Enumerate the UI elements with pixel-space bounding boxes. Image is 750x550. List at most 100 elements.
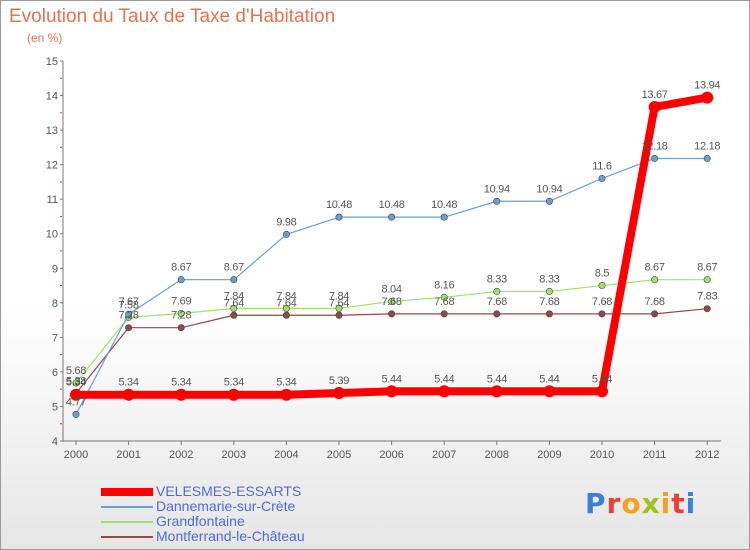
data-label: 5.44 (539, 373, 559, 385)
data-point (651, 276, 659, 284)
data-label: 11.6 (592, 160, 612, 172)
data-point (438, 385, 451, 398)
x-tick-label: 2009 (537, 449, 561, 461)
data-label: 7.69 (171, 296, 191, 308)
data-point (440, 310, 448, 318)
data-label: 7.84 (276, 290, 296, 302)
y-tick-label: 8 (52, 298, 58, 310)
data-point (598, 174, 606, 182)
data-label: 12.18 (694, 140, 720, 152)
x-tick-label: 2012 (695, 449, 719, 461)
data-point (490, 385, 503, 398)
data-point (651, 154, 659, 162)
legend-label: Montferrand-le-Château (156, 528, 305, 544)
data-label: 7.83 (697, 291, 717, 303)
x-tick-label: 2010 (590, 449, 614, 461)
y-tick-label: 15 (46, 56, 58, 68)
data-label: 7.84 (329, 290, 349, 302)
data-label: 13.67 (642, 89, 668, 101)
data-point (543, 385, 556, 398)
x-tick-label: 2005 (327, 449, 351, 461)
x-tick-label: 2003 (222, 449, 246, 461)
data-point (72, 379, 80, 387)
data-label: 8.04 (381, 283, 401, 295)
legend-swatch (101, 536, 153, 538)
x-tick-label: 2006 (379, 449, 403, 461)
data-label: 5.39 (329, 375, 349, 387)
legend-swatch (101, 521, 153, 523)
logo-letter: P (585, 487, 607, 520)
data-label: 7.68 (644, 296, 664, 308)
data-point (125, 324, 133, 332)
data-label: 8.33 (487, 273, 507, 285)
x-tick-label: 2001 (116, 449, 140, 461)
data-point (493, 197, 501, 205)
data-label: 8.33 (539, 273, 559, 285)
data-label: 10.48 (379, 199, 405, 211)
logo-letter: o (621, 487, 642, 520)
data-label: 8.67 (224, 262, 244, 274)
y-tick-label: 4 (52, 436, 58, 448)
data-point (122, 388, 135, 401)
legend-label: Grandfontaine (156, 513, 245, 529)
data-point (335, 311, 343, 319)
data-point (701, 91, 714, 104)
data-label: 5.34 (66, 377, 86, 389)
y-tick-label: 14 (46, 91, 58, 103)
data-point (282, 230, 290, 238)
data-label: 5.34 (276, 377, 296, 389)
data-point (493, 310, 501, 318)
data-point (388, 310, 396, 318)
data-label: 4.77 (66, 396, 86, 408)
x-tick-label: 2002 (169, 449, 193, 461)
data-point (177, 310, 185, 318)
data-point (177, 276, 185, 284)
data-label: 7.58 (118, 299, 138, 311)
data-label: 5.34 (224, 377, 244, 389)
data-label: 7.68 (487, 296, 507, 308)
data-point (648, 100, 661, 113)
data-point (280, 388, 293, 401)
data-point (545, 287, 553, 295)
data-point (545, 197, 553, 205)
chart-subtitle: (en %) (27, 31, 63, 45)
y-tick-label: 7 (52, 332, 58, 344)
data-label: 10.94 (484, 183, 510, 195)
chart-title: Evolution du Taux de Taxe d'Habitation (9, 6, 336, 27)
logo-letter: r (606, 487, 622, 520)
proxiti-logo: Proxiti (585, 487, 696, 520)
legend-swatch (101, 488, 153, 496)
data-label: 7.64 (329, 297, 349, 309)
y-tick-label: 9 (52, 263, 58, 275)
data-point (385, 385, 398, 398)
data-point (282, 304, 290, 312)
data-point (703, 305, 711, 313)
data-point (177, 324, 185, 332)
data-label: 10.48 (326, 199, 352, 211)
legend-swatch (101, 506, 153, 508)
data-point (493, 287, 501, 295)
x-tick-label: 2011 (643, 449, 667, 461)
data-label: 5.44 (487, 373, 507, 385)
x-tick-label: 2007 (432, 449, 456, 461)
logo-letter: t (671, 487, 686, 520)
data-point (70, 388, 82, 401)
data-label: 8.16 (434, 279, 454, 291)
data-label: 8.67 (644, 262, 664, 274)
data-point (335, 213, 343, 221)
data-point (335, 304, 343, 312)
data-label: 7.64 (224, 297, 244, 309)
logo-letter: i (685, 487, 697, 520)
data-point (388, 297, 396, 305)
data-point (230, 311, 238, 319)
legend-label: VELESMES-ESSARTS (156, 483, 302, 499)
data-point (598, 282, 606, 290)
data-point (227, 388, 240, 401)
data-point (175, 388, 188, 401)
data-point (125, 310, 133, 318)
data-label: 5.44 (381, 373, 401, 385)
data-label: 7.28 (118, 310, 138, 322)
data-point (703, 276, 711, 284)
